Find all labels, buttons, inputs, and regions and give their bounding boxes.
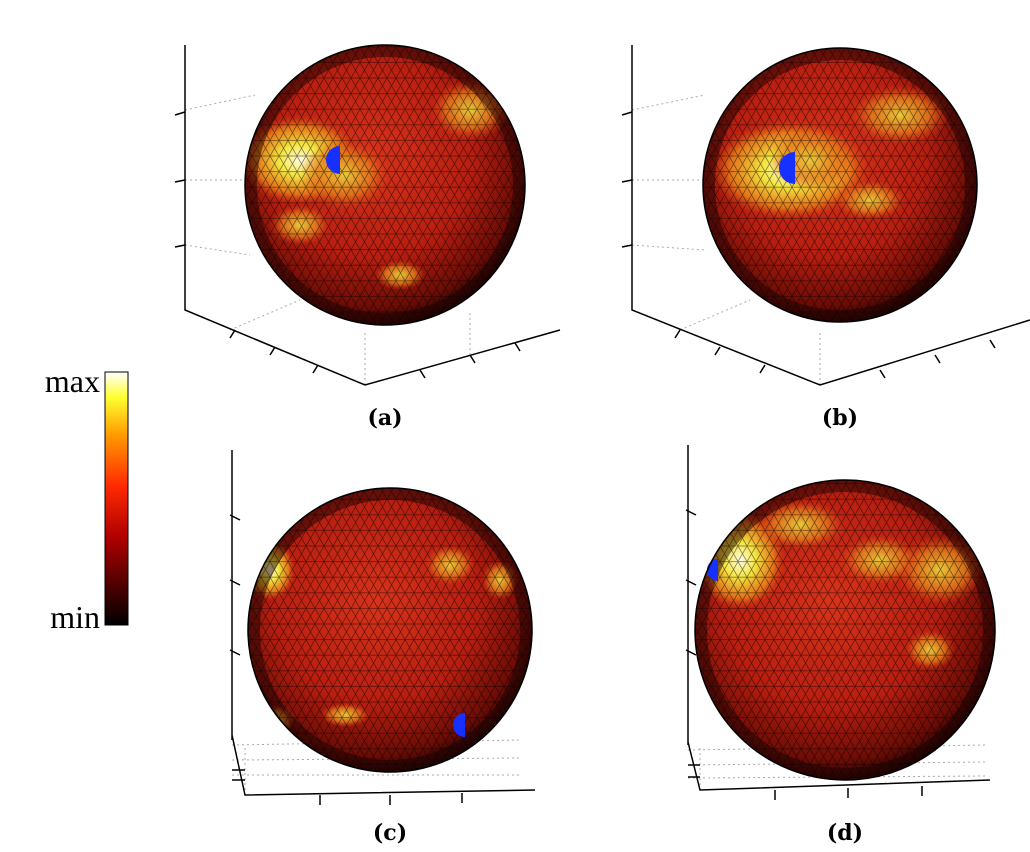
axis <box>631 45 1030 386</box>
grid-line <box>631 94 706 111</box>
panel: (c) <box>229 450 536 846</box>
grid-line <box>679 299 751 331</box>
source-marker <box>453 713 465 737</box>
colorbar-max: max <box>45 363 100 399</box>
panel-caption: (b) <box>822 405 858 431</box>
grid-line <box>229 299 301 331</box>
axis-tick <box>685 649 697 656</box>
axis-tick <box>621 111 633 116</box>
axis-tick <box>714 346 721 356</box>
panel: (a) <box>174 44 561 431</box>
axis <box>687 445 991 791</box>
axis-tick <box>621 244 633 248</box>
axis-tick <box>674 329 681 339</box>
axis-tick <box>174 244 186 248</box>
rim-shade <box>695 480 995 780</box>
panel-caption: (d) <box>827 820 863 846</box>
rim-shade <box>248 488 532 772</box>
axis-tick <box>312 364 319 374</box>
colorbar-min: min <box>50 599 100 635</box>
axis <box>231 450 536 796</box>
axis-tick <box>469 354 476 364</box>
grid-line <box>631 244 706 251</box>
axis-tick <box>934 354 941 364</box>
axis-tick <box>621 179 633 183</box>
rim-shade <box>245 45 525 325</box>
colorbar-gradient <box>104 371 129 626</box>
panel: (b) <box>621 45 1030 431</box>
axis-tick <box>989 339 996 349</box>
sphere-surface <box>695 480 995 780</box>
panel-caption: (a) <box>367 405 402 431</box>
axis-tick <box>685 579 697 586</box>
axis-tick <box>229 579 241 586</box>
axis-tick <box>174 111 186 116</box>
colorbar: max min <box>45 363 129 635</box>
grid-line <box>184 244 251 256</box>
panel-caption: (c) <box>373 820 407 846</box>
source-marker <box>326 146 340 174</box>
axis-tick <box>879 369 886 379</box>
rim-shade <box>703 48 977 322</box>
panel: (d) <box>685 445 996 846</box>
sphere-outline <box>244 44 526 326</box>
sphere-surface <box>245 45 525 325</box>
axis-tick <box>514 342 521 352</box>
sphere-surface <box>703 48 977 322</box>
sphere-outline <box>247 487 533 773</box>
axis-tick <box>174 179 186 183</box>
axis-tick <box>759 364 766 374</box>
sphere-outline <box>694 479 996 781</box>
axis-tick <box>229 514 241 521</box>
axis-tick <box>229 329 236 339</box>
sphere-surface <box>248 488 532 772</box>
source-marker <box>779 152 795 184</box>
axis-tick <box>419 369 426 379</box>
grid-line <box>231 757 521 761</box>
grid-line <box>184 94 256 111</box>
axis-tick <box>269 346 276 356</box>
sphere-outline <box>702 47 978 323</box>
axis-tick <box>229 649 241 656</box>
axis-tick <box>685 509 697 516</box>
